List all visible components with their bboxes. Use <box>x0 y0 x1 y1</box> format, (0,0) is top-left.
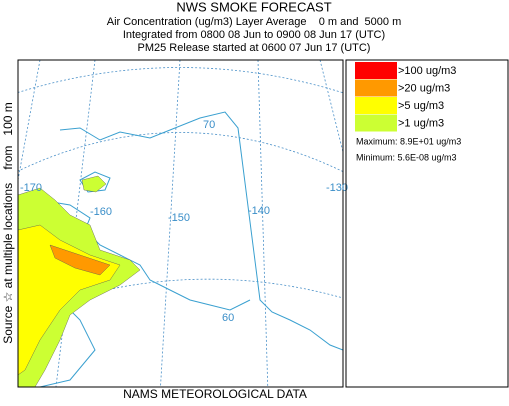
longitude-label: -170 <box>20 182 42 194</box>
longitude-label: -150 <box>168 212 190 224</box>
latitude-label: 70 <box>203 119 215 131</box>
smoke-region <box>81 175 107 193</box>
title: NWS SMOKE FORECAST <box>176 0 331 14</box>
graticule <box>18 132 343 173</box>
legend-swatch <box>355 97 397 114</box>
coastline <box>39 299 96 387</box>
legend-swatch <box>355 79 397 97</box>
legend-label: >20 ug/m3 <box>398 82 450 94</box>
legend-label: >1 ug/m3 <box>398 117 444 129</box>
graticule <box>160 60 181 387</box>
longitude-label: -130 <box>326 182 348 194</box>
legend-maximum: Maximum: 8.9E+01 ug/m3 <box>356 136 461 146</box>
legend-label: >5 ug/m3 <box>398 100 444 112</box>
legend-swatch <box>355 114 397 132</box>
graticule <box>18 60 41 181</box>
subtitle: Air Concentration (ug/m3) Layer Average … <box>107 16 402 28</box>
legend-minimum: Minimum: 5.6E-08 ug/m3 <box>356 152 457 162</box>
subtitle: PM25 Release started at 0600 07 Jun 17 (… <box>138 42 371 54</box>
legend-swatch <box>355 62 397 79</box>
source-label: Source ☆ at multiple locations from 100 … <box>1 102 15 344</box>
map-frame <box>17 59 344 388</box>
longitude-label: -160 <box>90 206 112 218</box>
legend-frame <box>345 59 509 388</box>
longitude-label: -140 <box>248 205 270 217</box>
graticule <box>18 278 343 318</box>
footer: NAMS METEOROLOGICAL DATA <box>123 387 307 401</box>
graticule <box>319 60 343 154</box>
latitude-label: 60 <box>222 312 234 324</box>
map-area <box>18 60 343 387</box>
smoke-region <box>49 244 111 276</box>
graticule <box>18 67 343 94</box>
coastline <box>59 111 343 351</box>
legend-label: >100 ug/m3 <box>398 65 456 77</box>
legend: >100 ug/m3 >20 ug/m3 >5 ug/m3 >1 ug/m3 <box>355 62 456 132</box>
graticule <box>257 60 269 387</box>
subtitle: Integrated from 0800 08 Jun to 0900 08 J… <box>123 29 385 41</box>
